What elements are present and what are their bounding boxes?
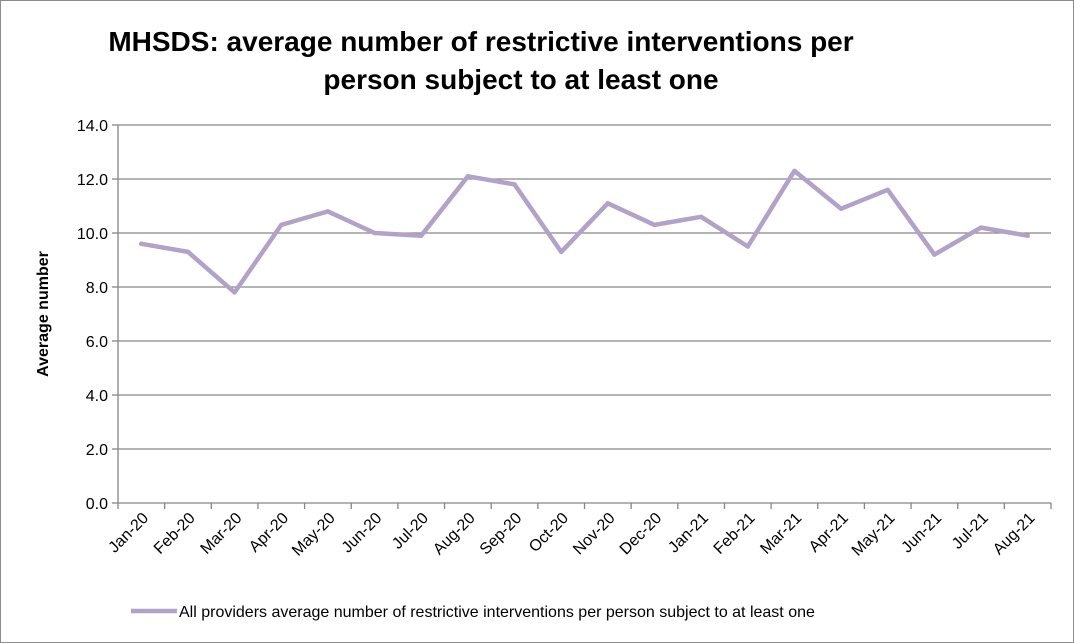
data-point [512, 182, 517, 187]
data-point [325, 209, 331, 214]
x-tick-label: Mar-21 [757, 510, 805, 558]
x-tick-label: Nov-20 [570, 510, 619, 559]
data-point [139, 241, 144, 246]
series-line [139, 168, 1030, 295]
chart-title: MHSDS: average number of restrictive int… [1, 23, 961, 99]
data-point [419, 233, 424, 238]
x-tick-label: Jul-20 [389, 510, 432, 553]
y-tick-label: 14.0 [77, 118, 108, 135]
x-tick-label: Feb-21 [711, 510, 759, 558]
y-axis-label: Average number [35, 251, 52, 377]
data-point [465, 174, 471, 179]
y-tick-label: 6.0 [86, 334, 108, 351]
data-point [1025, 233, 1030, 238]
x-tick-label: Aug-20 [430, 510, 479, 559]
x-tick-label: Oct-20 [526, 510, 572, 556]
legend: All providers average number of restrict… [131, 604, 815, 621]
x-tick-label: Sep-20 [477, 510, 526, 559]
x-tick-label: May-21 [849, 510, 899, 560]
data-point [698, 214, 704, 219]
data-point [605, 201, 610, 206]
y-tick-label: 0.0 [86, 496, 108, 513]
x-tick-label: Mar-20 [198, 510, 246, 558]
data-point [372, 230, 377, 236]
y-tick-label: 4.0 [86, 388, 108, 405]
data-point [838, 206, 844, 211]
x-tick-label: Jun-21 [899, 510, 946, 557]
y-tick-label: 8.0 [86, 280, 108, 297]
data-point [885, 187, 890, 192]
data-point [652, 222, 657, 228]
chart-title-line-2: person subject to at least one [323, 64, 719, 95]
data-point [232, 290, 237, 295]
y-tick-labels: 0.0 2.0 4.0 6.0 8.0 10.0 12.0 14.0 [77, 118, 108, 513]
gridlines [112, 124, 1051, 504]
chart-title-line-1: MHSDS: average number of restrictive int… [108, 26, 854, 57]
x-tick-label: Jun-20 [339, 510, 386, 557]
legend-label: All providers average number of restrict… [179, 604, 815, 621]
x-tick-label: Jan-21 [665, 510, 712, 557]
data-point [932, 252, 937, 257]
x-tick-label: Apr-21 [806, 510, 852, 556]
x-tick-label: Apr-20 [246, 510, 292, 556]
x-tick-label: May-20 [289, 510, 339, 560]
data-point [978, 225, 984, 230]
data-point [279, 222, 284, 228]
x-tick-label: Jan-20 [106, 510, 153, 557]
data-point [559, 249, 564, 255]
series-group [139, 168, 1030, 295]
data-point [745, 244, 750, 249]
axes [117, 125, 1052, 509]
data-point [185, 249, 191, 255]
data-point [792, 168, 797, 174]
y-tick-label: 2.0 [86, 442, 108, 459]
x-tick-label: Jul-21 [949, 510, 992, 553]
x-tick-label: Aug-21 [990, 510, 1039, 559]
x-tick-label: Feb-20 [151, 510, 199, 558]
x-tick-label: Dec-20 [617, 510, 666, 559]
y-tick-label: 12.0 [77, 172, 108, 189]
y-tick-label: 10.0 [77, 226, 108, 243]
